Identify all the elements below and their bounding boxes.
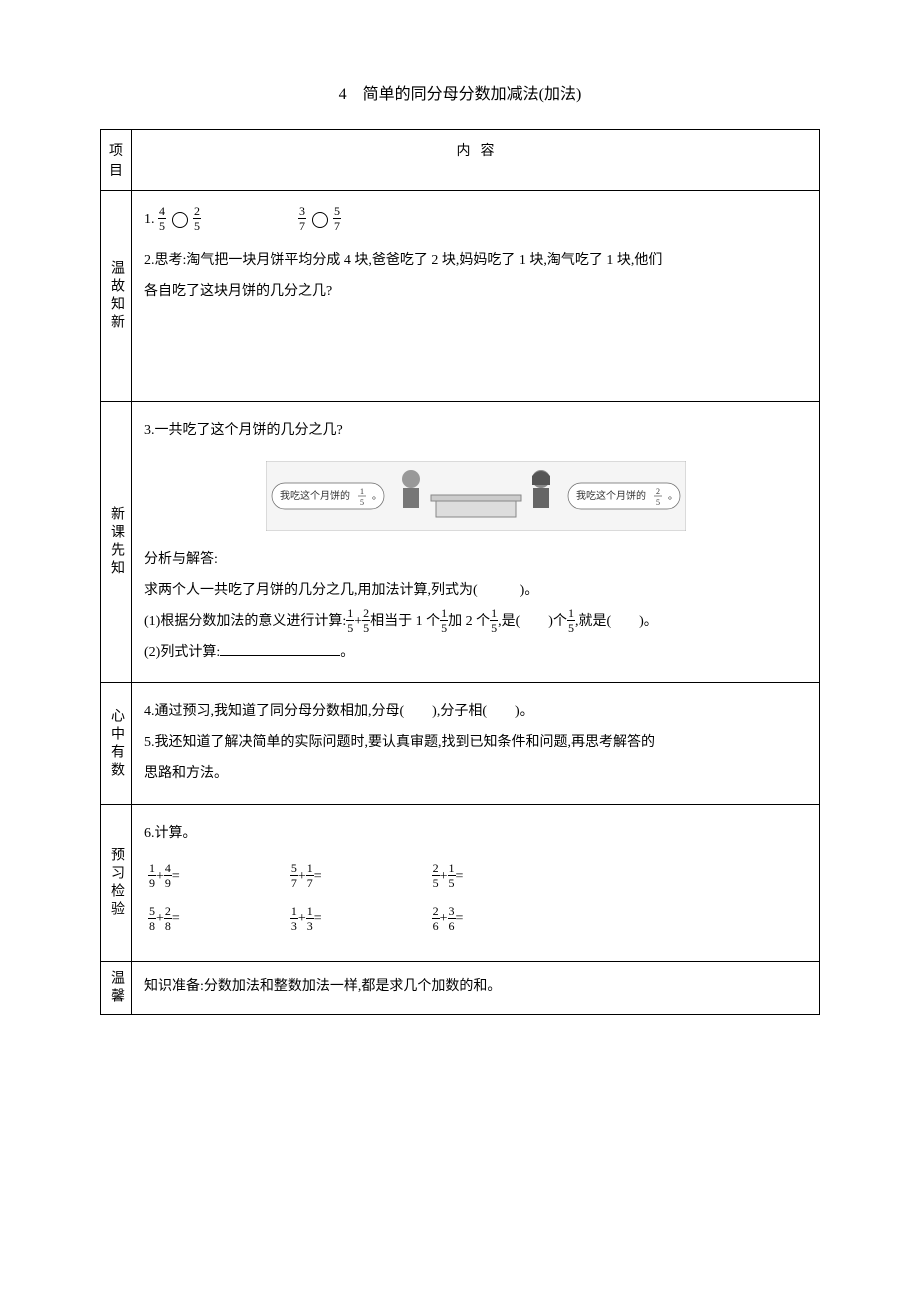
compare-circle-icon (312, 212, 328, 228)
tip-line: 知识准备:分数加法和整数加法一样,都是求几个加数的和。 (144, 979, 501, 994)
svg-text:我吃这个月饼的: 我吃这个月饼的 (576, 489, 646, 502)
calc-grid: 19+49= 57+17= 25+15= 58+28= 13+13= 26+36… (144, 862, 807, 936)
expr-r2e3: 26+36= (432, 904, 464, 935)
header-content-prefix: 内 (457, 144, 481, 159)
section-label-new: 新课先知 (101, 402, 132, 683)
q3-line: 3.一共吃了这个月饼的几分之几? (144, 416, 807, 447)
q2-line2: 各自吃了这块月饼的几分之几? (144, 277, 807, 308)
q4-line: 4.通过预习,我知道了同分母分数相加,分母( ),分子相( )。 (144, 697, 807, 728)
expr-r1e1: 19+49= (148, 862, 180, 893)
section-new: 3.一共吃了这个月饼的几分之几? 我吃这个月饼的 1 5 。 (132, 402, 820, 683)
section-summary: 4.通过预习,我知道了同分母分数相加,分母( ),分子相( )。 5.我还知道了… (132, 683, 820, 804)
q5-line2: 思路和方法。 (144, 759, 807, 790)
expr-r2e1: 58+28= (148, 904, 180, 935)
section-label-check: 预习检验 (101, 804, 132, 961)
q6-title: 6.计算。 (144, 819, 807, 850)
mooncake-illustration: 我吃这个月饼的 1 5 。 我吃这个月饼的 2 5 (266, 461, 686, 531)
section-label-summary: 心中有数 (101, 683, 132, 804)
svg-text:1: 1 (360, 487, 364, 496)
expr-r2e2: 13+13= (290, 904, 322, 935)
q1-prefix: 1. (144, 212, 155, 227)
blank-underline (220, 642, 340, 656)
q1-frac1: 45 (158, 205, 166, 232)
q1-line: 1. 45 25 37 57 (144, 205, 807, 236)
analysis-p0: 求两个人一共吃了月饼的几分之几,用加法计算,列式为( )。 (144, 576, 807, 607)
q1-frac2: 25 (193, 205, 201, 232)
analysis-p1: (1)根据分数加法的意义进行计算:15+25相当于 1 个15加 2 个15,是… (144, 607, 807, 638)
header-col1: 项目 (101, 130, 132, 191)
expr-r1e2: 57+17= (290, 862, 322, 893)
section-label-tip: 温馨 (101, 962, 132, 1015)
svg-text:。: 。 (372, 491, 382, 502)
section-label-review: 温故知新 (101, 191, 132, 402)
section-tip: 知识准备:分数加法和整数加法一样,都是求几个加数的和。 (132, 962, 820, 1015)
svg-text:我吃这个月饼的: 我吃这个月饼的 (280, 489, 350, 502)
analysis-label: 分析与解答: (144, 545, 807, 576)
svg-text:2: 2 (656, 487, 660, 496)
svg-text:。: 。 (668, 491, 678, 502)
page-title: 4 简单的同分母分数加减法(加法) (100, 80, 820, 104)
q1-frac3: 37 (298, 205, 306, 232)
section-check: 6.计算。 19+49= 57+17= 25+15= 58+28= 13+13=… (132, 804, 820, 961)
svg-text:5: 5 (360, 498, 364, 507)
q1-frac4: 57 (333, 205, 341, 232)
analysis-p2: (2)列式计算:。 (144, 638, 807, 669)
header-content-suffix: 容 (481, 144, 495, 159)
header-col2: 内容 (132, 130, 820, 191)
section-review: 1. 45 25 37 57 2.思考:淘气把一块月饼平均分成 4 块,爸爸吃了… (132, 191, 820, 402)
worksheet-table: 项目 内容 温故知新 1. 45 25 37 57 2.思考:淘气把一块月饼平均… (100, 129, 820, 1015)
q2-line1: 2.思考:淘气把一块月饼平均分成 4 块,爸爸吃了 2 块,妈妈吃了 1 块,淘… (144, 246, 807, 277)
svg-text:5: 5 (656, 498, 660, 507)
compare-circle-icon (172, 212, 188, 228)
expr-r1e3: 25+15= (432, 862, 464, 893)
q5-line1: 5.我还知道了解决简单的实际问题时,要认真审题,找到已知条件和问题,再思考解答的 (144, 728, 807, 759)
